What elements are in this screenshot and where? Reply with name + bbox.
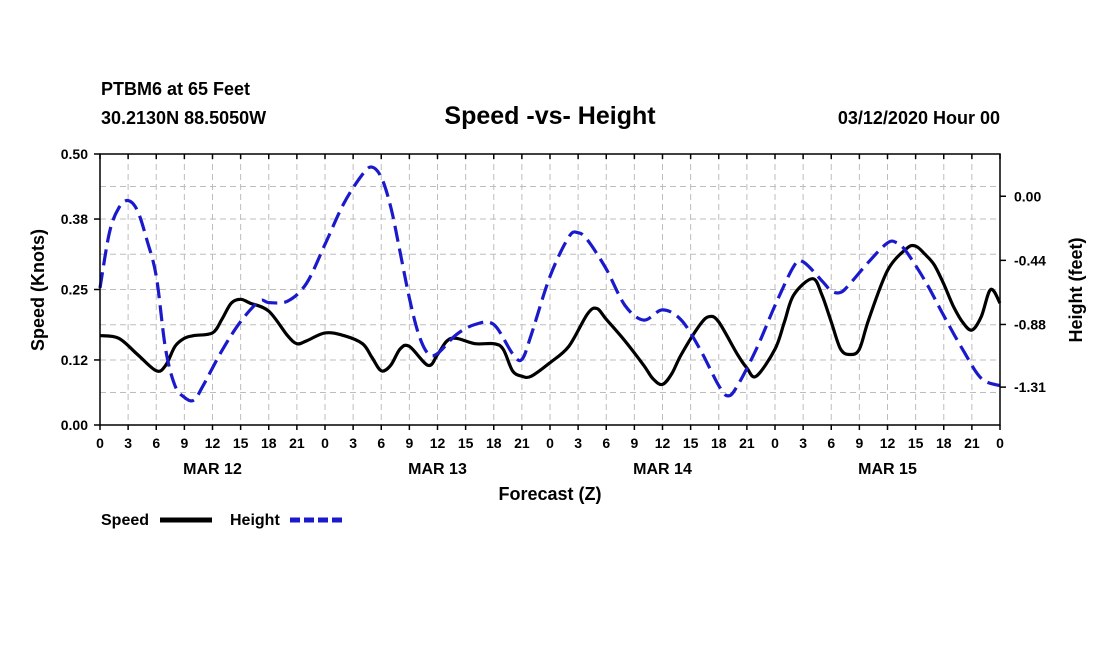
- x-tick-label: 0: [996, 435, 1004, 451]
- x-tick-label: 9: [180, 435, 188, 451]
- x-tick-label: 3: [349, 435, 357, 451]
- x-tick-label: 0: [546, 435, 554, 451]
- x-tick-label: 12: [880, 435, 896, 451]
- x-tick-label: 0: [771, 435, 779, 451]
- x-tick-label: 15: [908, 435, 924, 451]
- x-tick-label: 6: [602, 435, 610, 451]
- x-tick-label: 6: [827, 435, 835, 451]
- y-axis-label: Speed (Knots): [28, 229, 48, 351]
- x-tick-label: 6: [152, 435, 160, 451]
- x-tick-label: 0: [96, 435, 104, 451]
- y-tick-label: 0.38: [61, 211, 88, 227]
- grid-lines: [100, 154, 1000, 425]
- height-series-line: [98, 165, 1001, 403]
- x-tick-label: 12: [430, 435, 446, 451]
- x-tick-label: 12: [205, 435, 221, 451]
- series-lines: [98, 165, 1002, 403]
- x-tick-label: 18: [261, 435, 277, 451]
- y-tick-label: 0.50: [61, 146, 88, 162]
- x-tick-label: 21: [289, 435, 305, 451]
- station-label: PTBM6 at 65 Feet: [101, 79, 250, 99]
- y-tick-label: 0.25: [61, 282, 88, 298]
- x-tick-label: 18: [936, 435, 952, 451]
- x-tick-label: 15: [458, 435, 474, 451]
- x-tick-label: 6: [377, 435, 385, 451]
- day-label: MAR 14: [633, 461, 692, 478]
- x-tick-label: 9: [855, 435, 863, 451]
- forecast-datetime: 03/12/2020 Hour 00: [838, 108, 1000, 128]
- y2-tick-label: -1.31: [1014, 379, 1046, 395]
- x-tick-label: 21: [739, 435, 755, 451]
- axis-ticks: 0.00 0.12 0.25 0.38 0.50 0.00 -0.44 -0.88 -1.31 0…: [61, 146, 1046, 478]
- y-tick-label: 0.12: [61, 352, 88, 368]
- x-tick-label: 3: [124, 435, 132, 451]
- x-tick-label: 3: [574, 435, 582, 451]
- day-label: MAR 12: [183, 461, 242, 478]
- x-tick-label: 12: [655, 435, 671, 451]
- coordinates-label: 30.2130N 88.5050W: [101, 108, 266, 128]
- x-tick-label: 15: [683, 435, 699, 451]
- legend-speed-label: Speed: [101, 512, 149, 529]
- x-tick-label: 9: [405, 435, 413, 451]
- x-axis-label: Forecast (Z): [498, 484, 601, 504]
- x-tick-label: 21: [964, 435, 980, 451]
- y2-axis-label: Height (feet): [1066, 238, 1086, 343]
- x-tick-label: 18: [711, 435, 727, 451]
- x-tick-label: 0: [321, 435, 329, 451]
- legend-height-label: Height: [230, 512, 280, 529]
- day-label: MAR 15: [858, 461, 917, 478]
- speed-series-line: [99, 243, 1002, 387]
- x-tick-label: 3: [799, 435, 807, 451]
- day-label: MAR 13: [408, 461, 467, 478]
- y2-tick-label: -0.44: [1014, 252, 1046, 268]
- chart-title: Speed -vs- Height: [444, 102, 656, 130]
- x-tick-label: 18: [486, 435, 502, 451]
- x-tick-label: 21: [514, 435, 530, 451]
- x-tick-label: 9: [630, 435, 638, 451]
- x-tick-label: 15: [233, 435, 249, 451]
- y2-tick-label: -0.88: [1014, 316, 1046, 332]
- y-tick-label: 0.00: [61, 417, 88, 433]
- legend: Speed Height: [101, 512, 342, 529]
- y2-tick-label: 0.00: [1014, 188, 1041, 204]
